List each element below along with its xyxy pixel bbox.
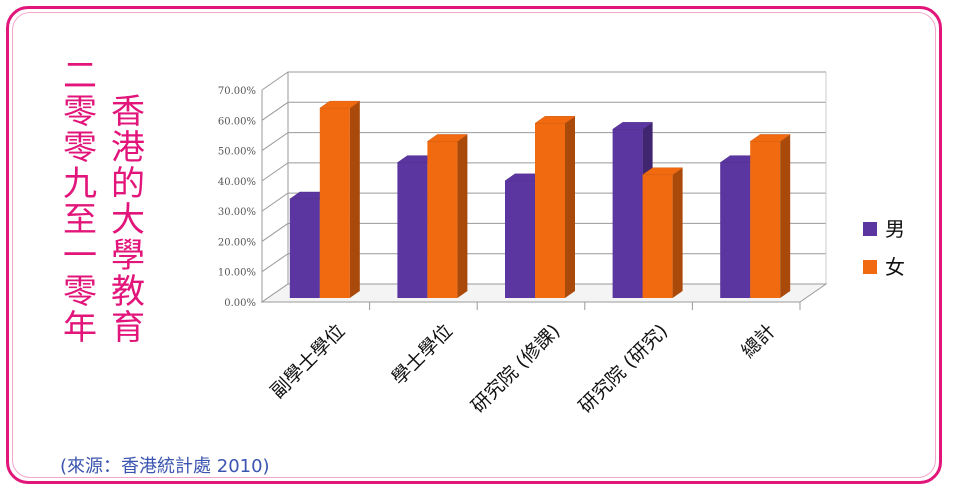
title-period-char: 年 (63, 308, 97, 348)
bar-top (426, 134, 469, 142)
bar-top (611, 122, 654, 130)
category-label: 副學士學位 (267, 320, 350, 403)
title-period-char: 零 (63, 92, 97, 132)
title-period-char: 二 (63, 56, 97, 96)
category-label: 研究院 (修課) (467, 320, 564, 417)
legend-label-female: 女 (885, 255, 905, 279)
y-tick-label: 0.00% (224, 298, 256, 309)
bar-side (349, 101, 360, 299)
bar-female (642, 174, 673, 298)
bar-top (641, 167, 684, 176)
bar-side (457, 134, 468, 298)
legend-label-male: 男 (885, 217, 905, 241)
y-tick-label: 30.00% (218, 207, 256, 218)
chart-frame-inner (12, 12, 936, 478)
bar-side (780, 134, 791, 298)
legend-swatch-male (863, 222, 877, 236)
bar-male (505, 180, 535, 298)
title-main-char: 育 (111, 308, 145, 348)
title-period-char: 零 (63, 272, 97, 312)
bar-side (565, 116, 575, 298)
y-tick-label: 40.00% (218, 177, 256, 188)
title-period-char: 一 (63, 236, 97, 276)
title-main-char: 的 (111, 164, 145, 204)
title-period: 二零零九至一零年 (60, 58, 100, 346)
bar-female (750, 141, 781, 298)
bar-top (319, 100, 361, 109)
bar-side (672, 167, 683, 298)
bar-top (534, 116, 576, 124)
bar-top (749, 134, 791, 142)
y-tick-label: 60.00% (218, 116, 256, 127)
bar-male (289, 199, 320, 298)
title-main-char: 大 (111, 200, 145, 240)
category-label: 研究院 (研究) (575, 320, 672, 417)
y-tick-label: 50.00% (218, 147, 256, 158)
legend-swatch-female (863, 260, 877, 274)
category-label: 學士學位 (388, 320, 457, 389)
title-main-char: 學 (111, 236, 145, 276)
bar-male (612, 129, 643, 298)
title-main-char: 教 (111, 272, 145, 312)
title-main-char: 香 (111, 92, 145, 132)
bar-female (427, 141, 458, 298)
bar-female (319, 108, 350, 299)
y-tick-label: 10.00% (218, 268, 256, 279)
bar-female (535, 123, 565, 298)
title-period-char: 九 (63, 164, 97, 204)
title-main-char: 港 (111, 128, 145, 168)
source-note: (來源：香港統計處 2010) (60, 456, 270, 477)
gridline (261, 71, 826, 91)
category-label: 總計 (737, 320, 779, 362)
bar-male (397, 162, 428, 298)
y-tick-label: 70.00% (218, 86, 256, 97)
title-period-char: 零 (63, 128, 97, 168)
y-tick-label: 20.00% (218, 237, 256, 248)
title-period-char: 至 (63, 200, 97, 240)
bar-male (720, 162, 751, 298)
title-main: 香港的大學教育 (108, 94, 148, 346)
